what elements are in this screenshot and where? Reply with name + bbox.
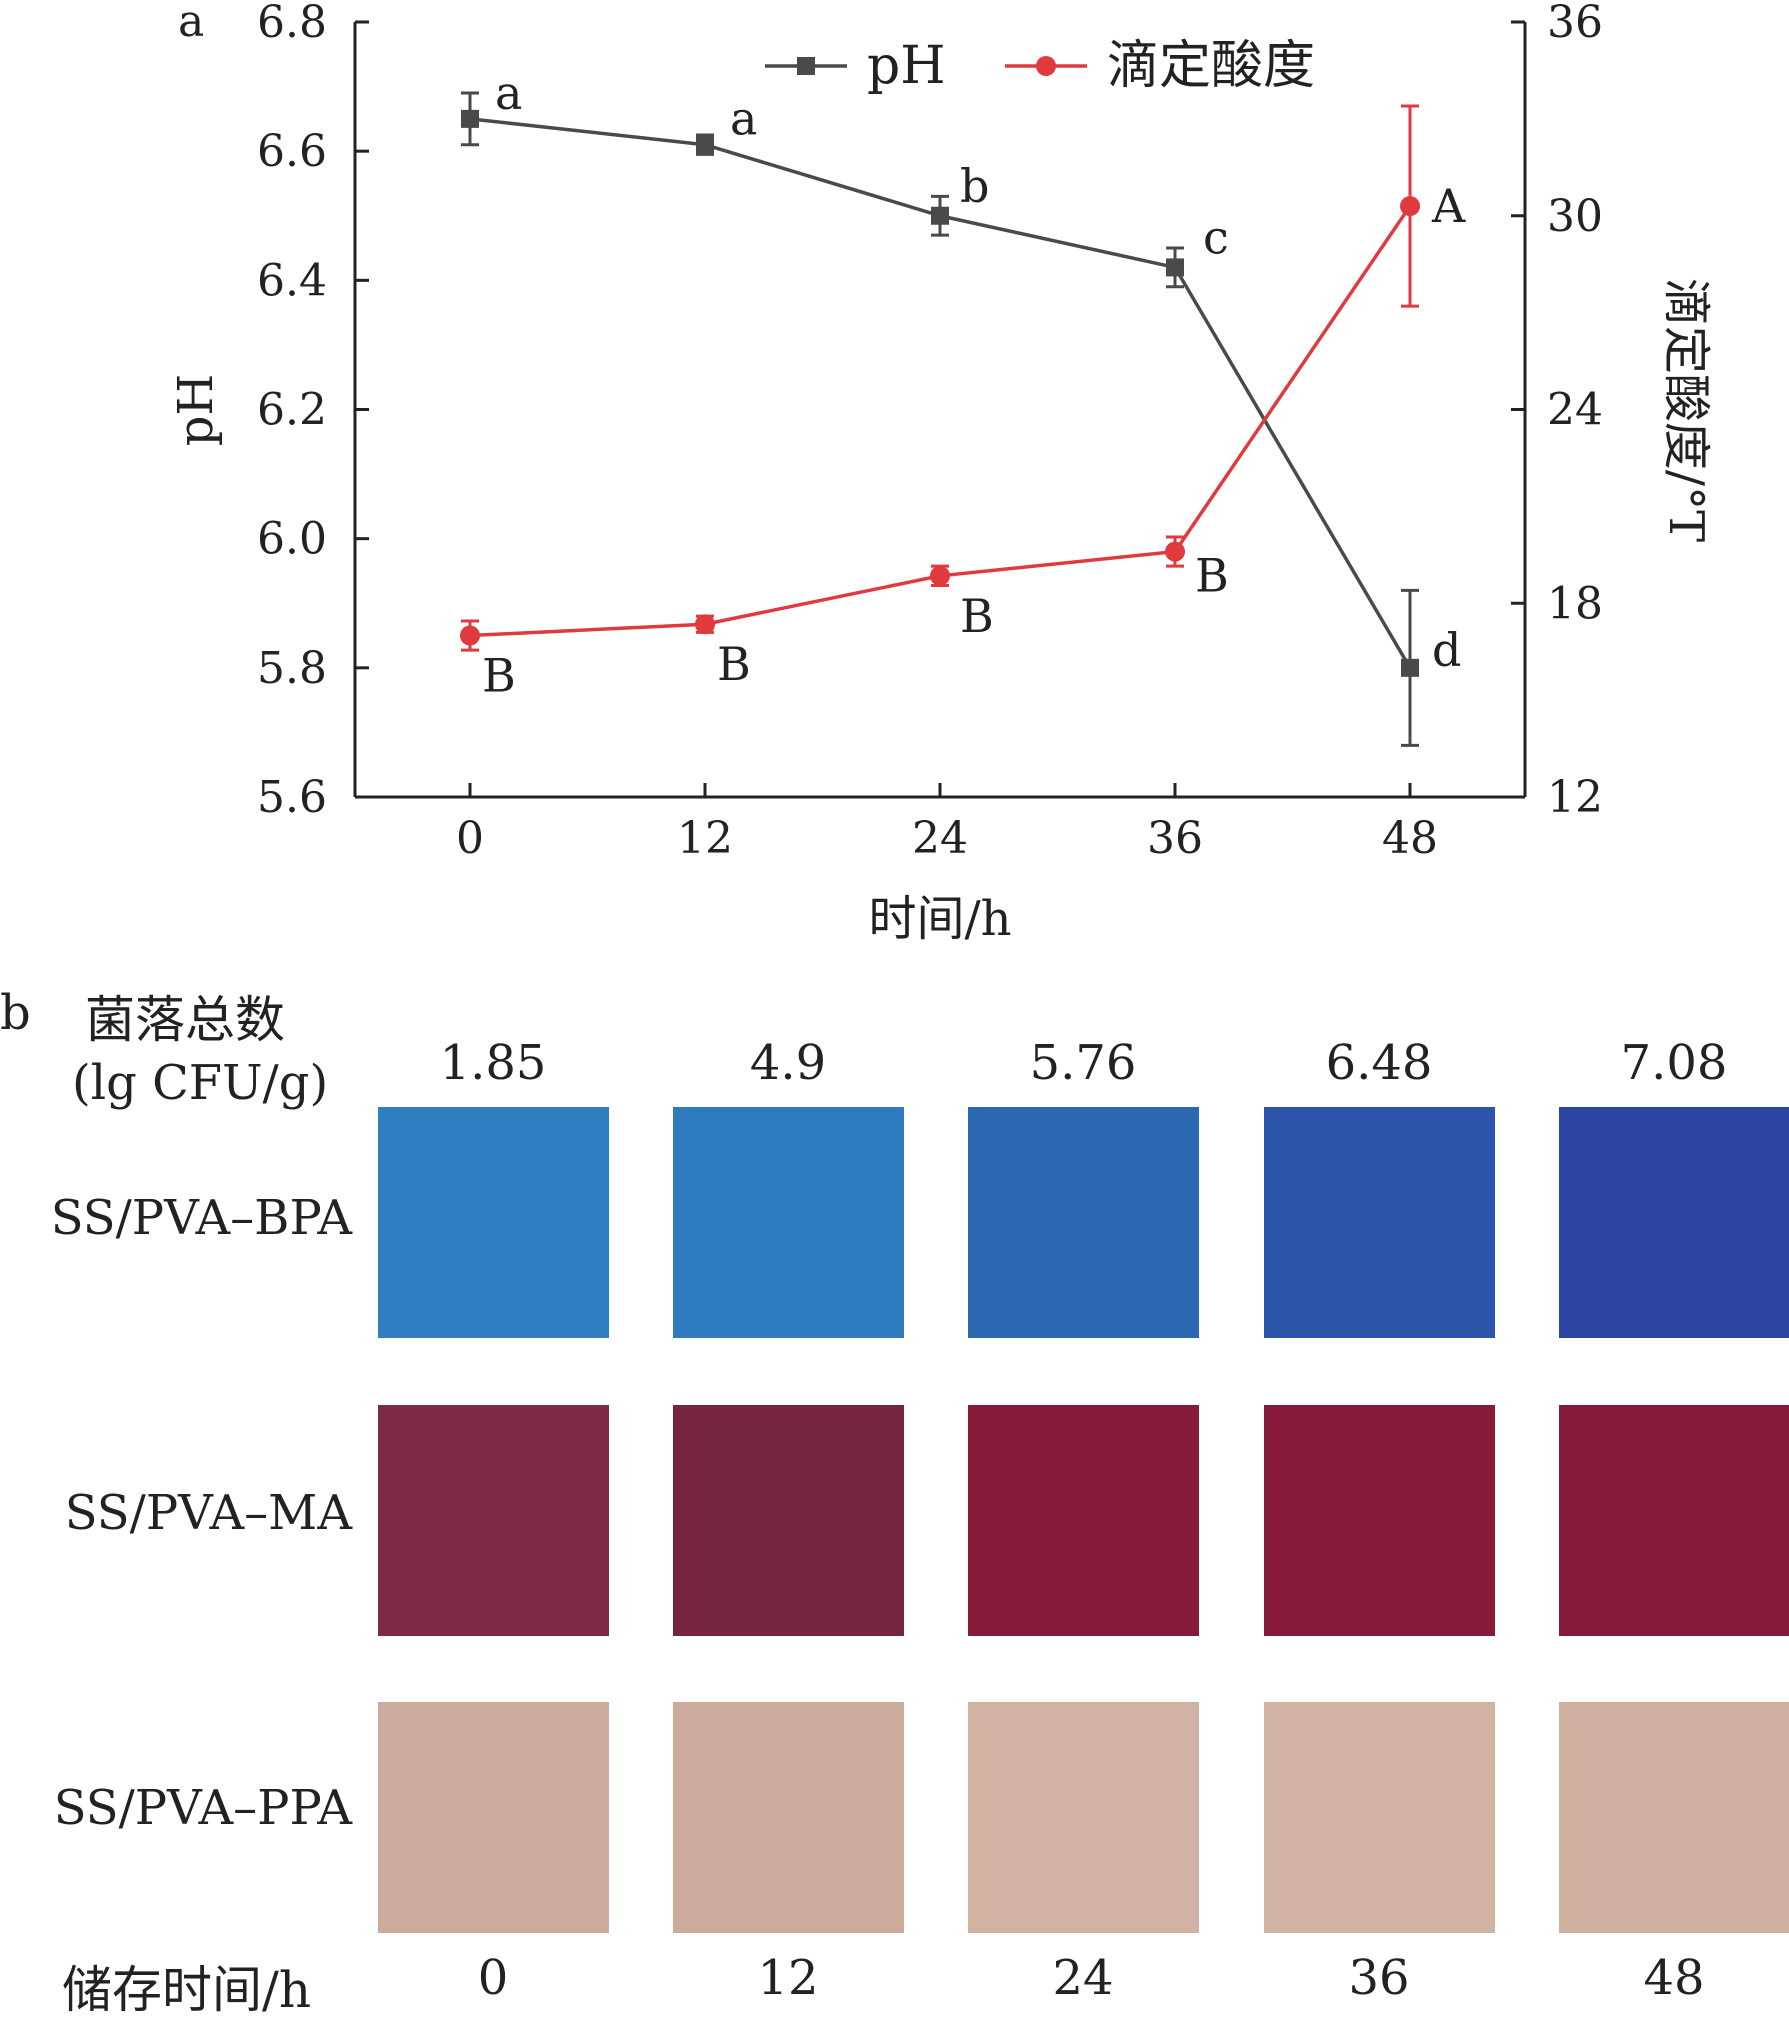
- storage-time-value: 24: [1052, 1950, 1114, 2006]
- colony-count: 6.48: [1325, 1035, 1433, 1091]
- legend-marker: [797, 57, 815, 75]
- significance-label: B: [1195, 549, 1229, 603]
- panel-a-tag: a: [178, 0, 204, 47]
- film-swatch: [673, 1107, 904, 1338]
- film-swatch: [1264, 1405, 1495, 1636]
- film-swatch: [1264, 1107, 1495, 1338]
- x-tick-label: 48: [1382, 813, 1438, 864]
- right-tick-label: 24: [1547, 385, 1603, 436]
- significance-label: a: [495, 66, 522, 120]
- storage-time-value: 36: [1348, 1950, 1410, 2006]
- left-tick-label: 6.0: [257, 514, 327, 565]
- film-swatch: [968, 1107, 1199, 1338]
- x-tick-label: 24: [912, 813, 968, 864]
- colony-count: 1.85: [439, 1035, 547, 1091]
- left-tick-label: 6.8: [257, 0, 327, 48]
- significance-label: c: [1203, 210, 1229, 264]
- film-swatch: [673, 1405, 904, 1636]
- film-swatch: [378, 1107, 609, 1338]
- data-point-square: [696, 135, 714, 154]
- significance-label: d: [1432, 623, 1461, 677]
- left-tick-label: 5.6: [257, 772, 327, 823]
- significance-label: A: [1431, 179, 1466, 233]
- film-swatch: [968, 1405, 1199, 1636]
- left-tick-label: 6.4: [257, 255, 327, 306]
- colony-count: 7.08: [1620, 1035, 1728, 1091]
- colony-count: 5.76: [1029, 1035, 1137, 1091]
- significance-label: B: [960, 589, 994, 643]
- film-row-label: SS/PVA–PPA: [53, 1780, 352, 1836]
- right-tick-label: 12: [1547, 772, 1603, 823]
- film-row-label: SS/PVA–MA: [64, 1485, 352, 1541]
- film-swatch: [968, 1702, 1199, 1933]
- significance-label: a: [730, 92, 757, 146]
- data-point-square: [461, 109, 479, 128]
- significance-label: B: [717, 637, 751, 691]
- data-point-square: [1401, 658, 1419, 677]
- significance-label: B: [482, 649, 516, 703]
- panel-b-tag: b: [0, 985, 31, 1041]
- data-point-circle: [1400, 196, 1420, 217]
- significance-label: b: [960, 159, 989, 213]
- data-point-circle: [1165, 541, 1185, 562]
- legend-marker: [1036, 56, 1056, 76]
- film-swatch: [1559, 1107, 1789, 1338]
- right-axis-title: 滴定酸度/°T: [1658, 278, 1714, 542]
- storage-time-value: 12: [757, 1950, 819, 2006]
- data-point-square: [931, 206, 949, 225]
- right-tick-label: 36: [1547, 0, 1603, 48]
- ph-acidity-chart: 5.6 5.8 6.0 6.2 6.4 6.6 6.8 12 18 24 30 36 0 12 24 36 48…: [168, 0, 1714, 947]
- storage-time-value: 0: [477, 1950, 509, 2006]
- x-axis-title: 时间/h: [868, 891, 1011, 947]
- storage-time-value: 48: [1643, 1950, 1705, 2006]
- left-tick-label: 6.2: [257, 385, 327, 436]
- film-swatch: [378, 1405, 609, 1636]
- left-tick-label: 6.6: [257, 126, 327, 177]
- film-swatch: [1264, 1702, 1495, 1933]
- right-tick-label: 18: [1547, 578, 1603, 629]
- data-point-circle: [695, 614, 715, 635]
- colony-header-line1: 菌落总数: [85, 991, 285, 1049]
- right-tick-label: 30: [1547, 191, 1603, 242]
- film-swatch: [673, 1702, 904, 1933]
- left-tick-label: 5.8: [257, 643, 327, 694]
- x-tick-label: 12: [677, 813, 733, 864]
- left-axis-title: pH: [168, 374, 224, 447]
- film-swatch: [1559, 1702, 1789, 1933]
- data-point-circle: [460, 625, 480, 646]
- film-swatch: [378, 1702, 609, 1933]
- colony-header-line2: (lg CFU/g): [72, 1055, 329, 1111]
- storage-time-label: 储存时间/h: [62, 1961, 312, 2019]
- x-tick-label: 0: [456, 813, 484, 864]
- data-point-circle: [930, 565, 950, 586]
- x-tick-label: 36: [1147, 813, 1203, 864]
- film-swatch: [1559, 1405, 1789, 1636]
- film-row-label: SS/PVA–BPA: [50, 1190, 352, 1246]
- legend-label: pH: [867, 36, 946, 96]
- data-point-square: [1166, 258, 1184, 277]
- legend-label: 滴定酸度: [1107, 36, 1315, 96]
- colony-count: 4.9: [749, 1035, 827, 1091]
